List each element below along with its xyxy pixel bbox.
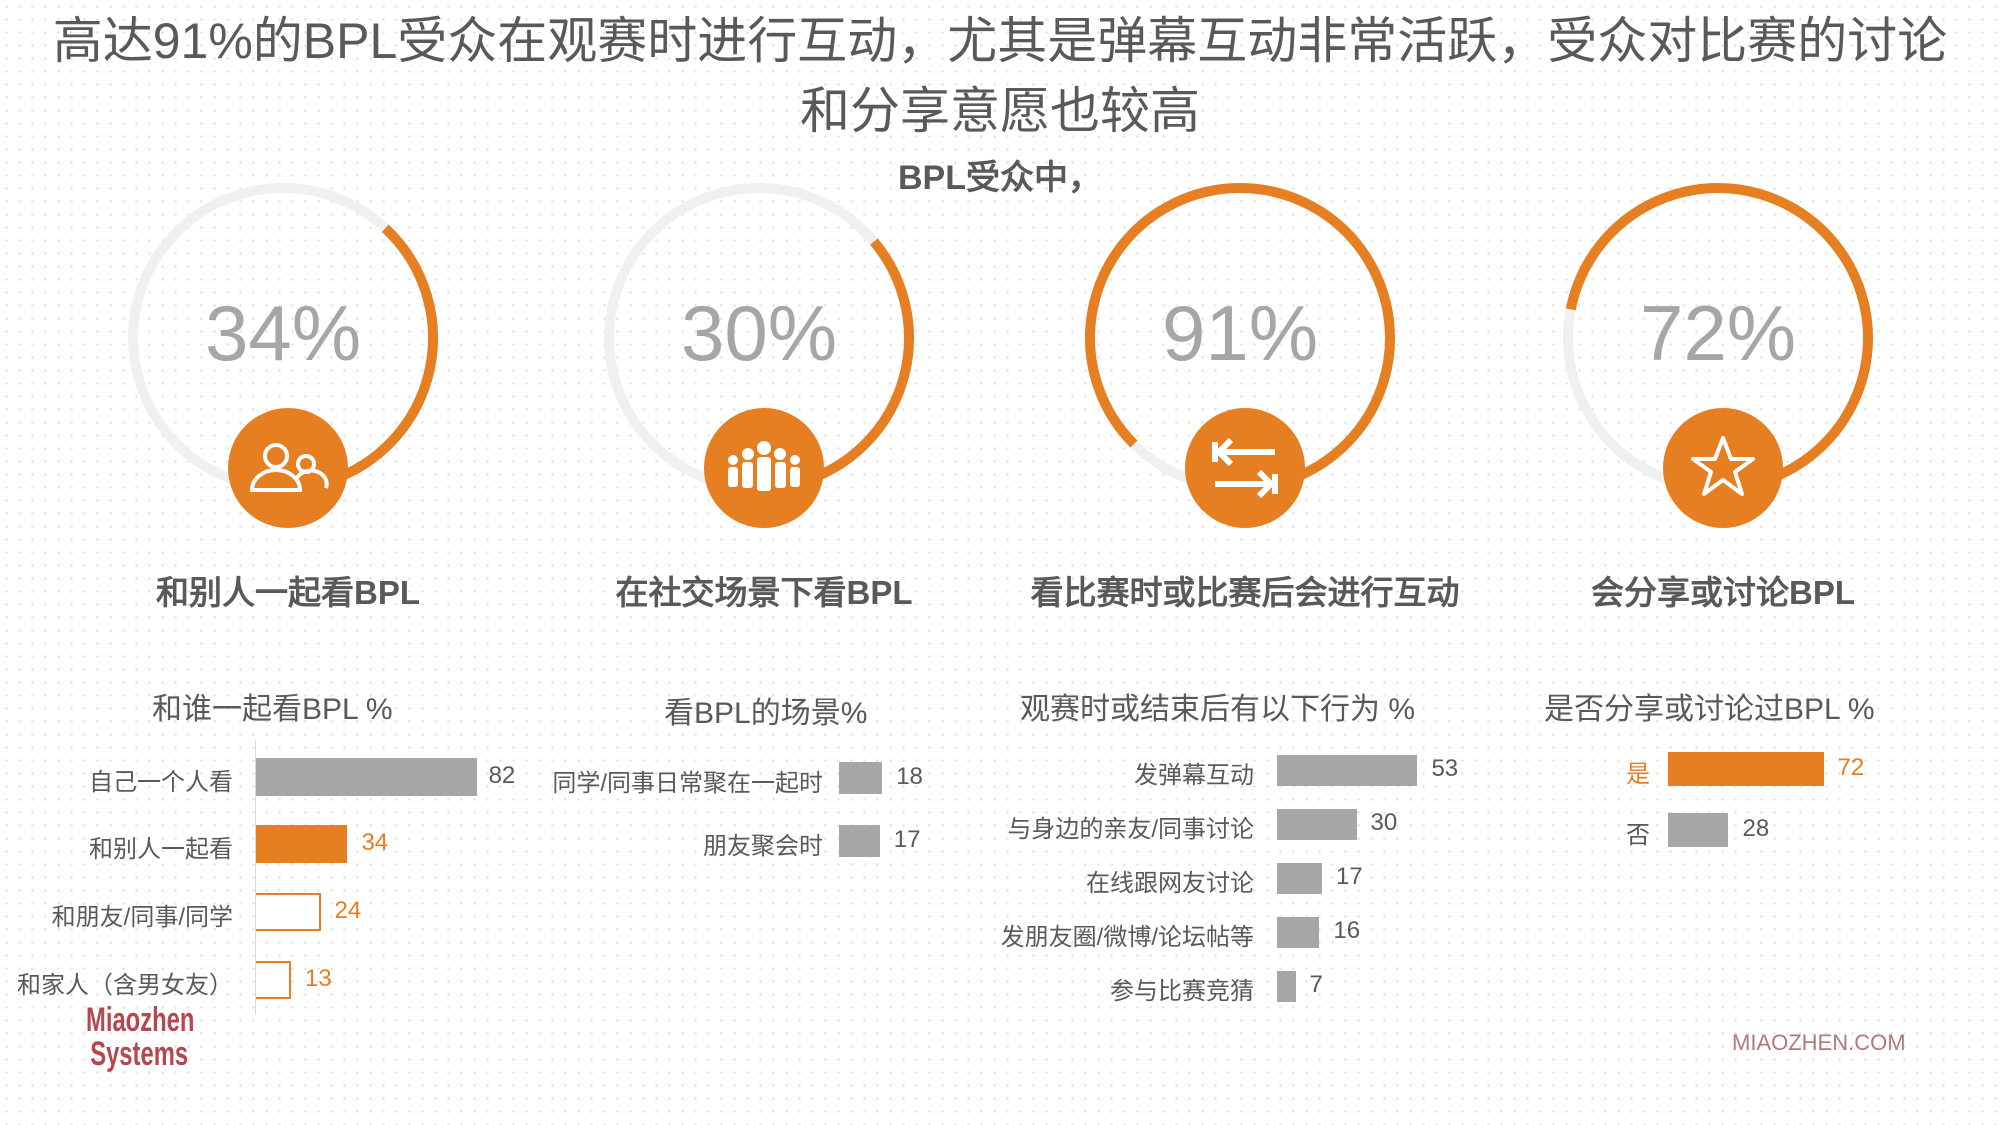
ring-progress-arc <box>1565 183 1873 493</box>
bar <box>1668 752 1824 786</box>
miaozhen-logo: Miaozhen Systems <box>86 1003 194 1071</box>
bar-value-label: 18 <box>896 763 923 790</box>
bar-value-label: 17 <box>1336 863 1363 890</box>
metric-label: 会分享或讨论BPL <box>1591 574 1855 611</box>
chart-title: 看BPL的场景% <box>664 697 868 730</box>
bar <box>1277 862 1323 894</box>
bar <box>1277 970 1296 1002</box>
page-subtitle: BPL受众中， <box>898 159 1102 197</box>
metric-label: 看比赛时或比赛后会进行互动 <box>1030 574 1460 611</box>
chart-title: 和谁一起看BPL % <box>152 693 393 726</box>
bar <box>839 825 880 857</box>
bar-category-label: 否 <box>1626 822 1650 849</box>
chart-title: 是否分享或讨论过BPL % <box>1544 693 1875 726</box>
bar <box>1277 808 1357 840</box>
bar-value-label: 16 <box>1333 917 1361 944</box>
bar-value-label: 17 <box>893 826 921 853</box>
star-icon <box>1663 408 1783 528</box>
bar-value-label: 30 <box>1370 809 1398 836</box>
bar-value-label: 82 <box>488 762 516 789</box>
metric-label: 和别人一起看BPL <box>156 574 420 611</box>
bar <box>256 758 477 796</box>
logo-line2: Systems <box>90 1035 189 1073</box>
bar <box>1277 754 1418 786</box>
bar-value-label: 13 <box>304 965 332 992</box>
ring-progress-arc <box>319 224 438 488</box>
bar-value-label: 34 <box>361 829 389 856</box>
bar <box>839 762 883 794</box>
bar-category-label: 在线跟网友讨论 <box>1086 870 1254 897</box>
bar-category-label: 同学/同事日常聚在一起时 <box>552 770 823 797</box>
exchange-arrows-icon <box>1185 408 1305 528</box>
chart-title: 观赛时或结束后有以下行为 % <box>1020 693 1416 726</box>
bar-category-label: 和家人（含男女友） <box>17 972 233 999</box>
bar-category-label: 和别人一起看 <box>89 836 233 863</box>
bar <box>256 961 291 999</box>
logo-line1: Miaozhen <box>86 1001 195 1039</box>
metric-percent: 91% <box>1161 289 1319 377</box>
metric-percent: 72% <box>1639 289 1797 377</box>
bar <box>256 825 348 863</box>
chart-axis <box>255 740 256 1014</box>
bar-category-label: 是 <box>1626 761 1650 788</box>
bar-value-label: 53 <box>1431 755 1459 782</box>
metric-percent: 34% <box>204 289 362 377</box>
bar-category-label: 发朋友圈/微博/论坛帖等 <box>1000 924 1254 951</box>
page-title-line2: 和分享意愿也较高 <box>800 83 1200 139</box>
bar-value-label: 24 <box>334 897 362 924</box>
bar <box>1277 916 1320 948</box>
website-text: MIAOZHEN.COM <box>1732 1030 1906 1055</box>
group-icon <box>704 408 824 528</box>
bar-value-label: 72 <box>1837 754 1865 781</box>
bar <box>256 893 321 931</box>
bar-category-label: 发弹幕互动 <box>1134 762 1254 789</box>
bar-value-label: 28 <box>1742 815 1770 842</box>
ring-progress-arc <box>1085 183 1395 493</box>
bar-value-label: 7 <box>1309 971 1323 998</box>
people-pair-icon <box>228 408 348 528</box>
bar-category-label: 朋友聚会时 <box>703 833 823 860</box>
bar-category-label: 与身边的亲友/同事讨论 <box>1007 816 1254 843</box>
bar-category-label: 自己一个人看 <box>89 769 233 796</box>
bar-category-label: 和朋友/同事/同学 <box>51 904 233 931</box>
page-title-line1: 高达91%的BPL受众在观赛时进行互动，尤其是弹幕互动非常活跃，受众对比赛的讨论 <box>52 13 1948 69</box>
bar <box>1668 813 1729 847</box>
metric-percent: 30% <box>680 289 838 377</box>
ring-progress-arc <box>813 238 914 482</box>
bar-category-label: 参与比赛竞猜 <box>1110 978 1254 1005</box>
metric-label: 在社交场景下看BPL <box>615 574 913 611</box>
